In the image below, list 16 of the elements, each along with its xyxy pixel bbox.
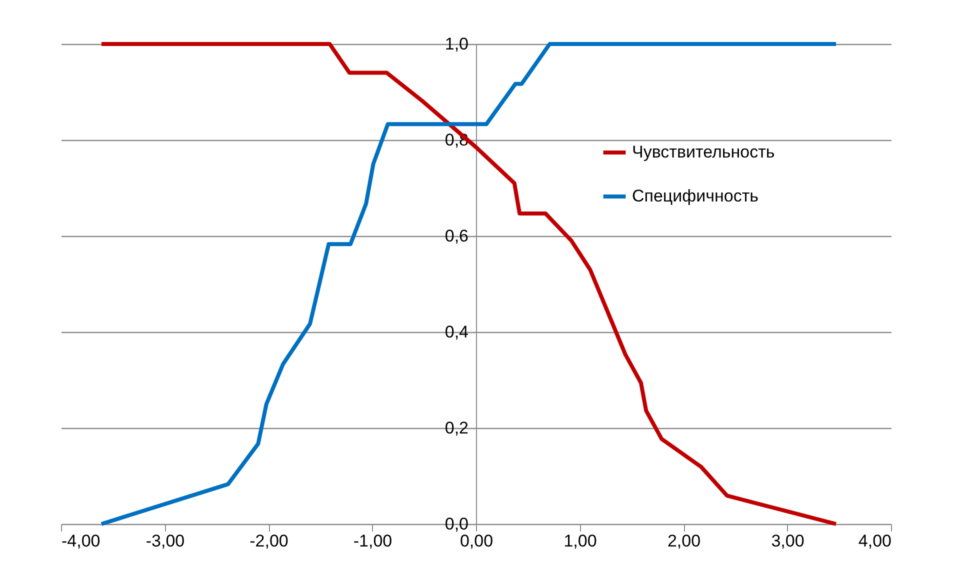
x-tick-label: -1,00: [353, 532, 392, 550]
y-tick-label: 0,2: [444, 418, 468, 438]
legend-label: Чувствительность: [632, 142, 775, 162]
y-tick-label: 0,6: [444, 226, 468, 246]
legend-label: Специфичность: [632, 186, 759, 206]
x-tick-label: -4,00: [62, 532, 100, 550]
x-tick-label: 3,00: [771, 532, 804, 550]
y-tick-label: 1,0: [444, 34, 468, 54]
y-tick-label: 0,4: [444, 322, 468, 342]
x-tick-label: 0,00: [460, 532, 494, 550]
y-tick-label: 0,0: [444, 514, 468, 534]
x-tick-label: -2,00: [250, 532, 288, 550]
x-tick-label: 1,00: [564, 532, 597, 550]
x-tick-label: 4,00: [858, 532, 892, 550]
x-tick-label: -3,00: [146, 532, 185, 550]
x-tick-label: 2,00: [667, 532, 701, 550]
